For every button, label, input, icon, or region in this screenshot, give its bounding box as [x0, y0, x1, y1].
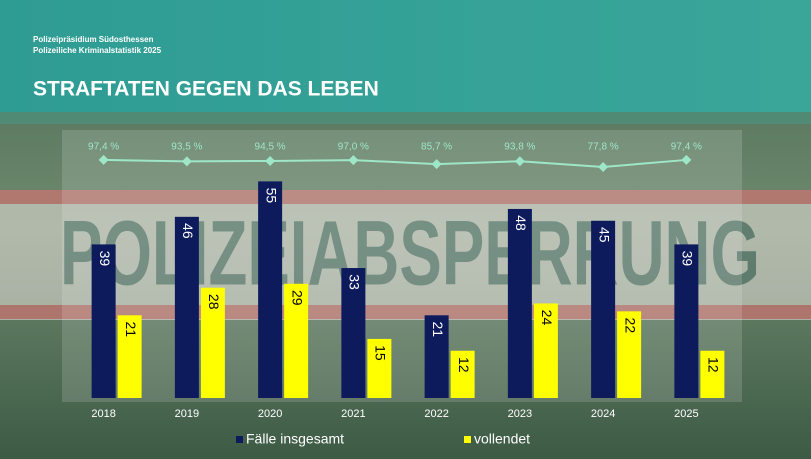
- rate-label: 93,8 %: [504, 142, 535, 153]
- bar-value-label: 28: [206, 294, 222, 310]
- bar: [175, 217, 199, 398]
- rate-label: 97,4 %: [88, 142, 119, 153]
- x-tick-label: 2018: [91, 408, 115, 420]
- legend-label: Fälle insgesamt: [246, 431, 344, 447]
- subtitle: Polizeiliche Kriminalstatistik 2025: [33, 46, 162, 55]
- bar-value-label: 55: [263, 188, 279, 204]
- bar-value-label: 46: [180, 223, 196, 239]
- rate-label: 77,8 %: [588, 142, 619, 153]
- rate-label: 97,4 %: [671, 142, 702, 153]
- bar-value-label: 12: [456, 357, 472, 373]
- bar: [674, 244, 698, 398]
- organization: Polizeipräsidium Südosthessen: [33, 35, 154, 44]
- bar: [591, 221, 615, 398]
- bar-value-label: 12: [706, 357, 722, 373]
- bar-value-label: 48: [513, 215, 529, 231]
- bar-value-label: 21: [430, 322, 446, 338]
- rate-label: 93,5 %: [171, 142, 202, 153]
- x-tick-label: 2020: [258, 408, 282, 420]
- x-tick-label: 2023: [508, 408, 532, 420]
- header-fade: [0, 112, 811, 124]
- x-tick-label: 2024: [591, 408, 615, 420]
- bar: [258, 181, 282, 398]
- x-tick-label: 2022: [424, 408, 448, 420]
- x-tick-label: 2021: [341, 408, 365, 420]
- rate-label: 85,7 %: [421, 142, 452, 153]
- x-tick-label: 2019: [175, 408, 199, 420]
- bar-value-label: 39: [97, 251, 113, 267]
- bar: [508, 209, 532, 398]
- bar-value-label: 24: [539, 310, 555, 326]
- bar-value-label: 33: [347, 274, 363, 290]
- slide: POLIZEIABSPERRUNG Polizeipräsidium Südos…: [0, 0, 811, 459]
- rate-label: 94,5 %: [255, 142, 286, 153]
- legend-swatch: [464, 436, 471, 443]
- bar-value-label: 39: [680, 251, 696, 267]
- bar: [92, 244, 116, 398]
- chart-title: STRAFTATEN GEGEN DAS LEBEN: [33, 78, 379, 101]
- legend-swatch: [236, 436, 243, 443]
- legend-label: vollendet: [474, 431, 530, 447]
- rate-label: 97,0 %: [338, 142, 369, 153]
- bar-value-label: 45: [596, 227, 612, 243]
- bar-value-label: 21: [123, 322, 139, 338]
- bar-value-label: 22: [622, 318, 638, 334]
- x-tick-label: 2025: [674, 408, 698, 420]
- bar-value-label: 29: [289, 290, 305, 306]
- bar-value-label: 15: [373, 345, 389, 361]
